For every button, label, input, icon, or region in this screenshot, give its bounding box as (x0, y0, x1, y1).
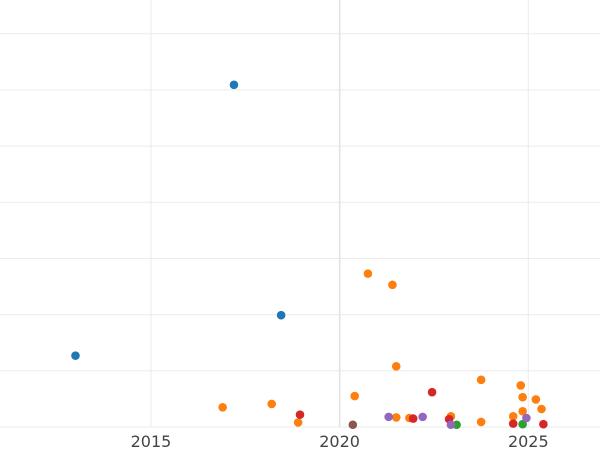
data-point (516, 381, 526, 390)
data-point (267, 399, 276, 409)
data-point (508, 419, 518, 428)
gridlines (0, 0, 600, 428)
data-point (537, 404, 546, 414)
data-point (391, 413, 401, 422)
data-point (348, 420, 358, 430)
data-point (391, 362, 401, 371)
data-point (518, 419, 527, 429)
data-point (71, 351, 80, 360)
data-point (518, 392, 527, 402)
data-point (476, 375, 486, 385)
data-point (363, 269, 373, 278)
data-point (522, 413, 531, 423)
data-point (218, 403, 227, 412)
x-tick-label: 2025 (508, 432, 549, 450)
data-point (293, 418, 303, 427)
x-tick-label: 2020 (319, 432, 360, 450)
data-point (476, 417, 486, 427)
data-point (427, 387, 437, 397)
x-tick-label: 2015 (131, 432, 172, 450)
data-point (518, 406, 527, 416)
data-point (276, 310, 286, 320)
x-axis: 2015 2020 2025 (131, 432, 549, 451)
data-point (229, 80, 239, 90)
data-point (418, 412, 427, 422)
data-point (446, 420, 456, 430)
data-point (408, 414, 418, 423)
data-point (384, 412, 393, 422)
data-point (350, 391, 360, 401)
data-point (539, 419, 548, 429)
data-point (531, 395, 541, 404)
data-points (71, 80, 548, 430)
data-point (388, 280, 397, 290)
data-point (295, 410, 305, 419)
data-point (508, 412, 518, 421)
